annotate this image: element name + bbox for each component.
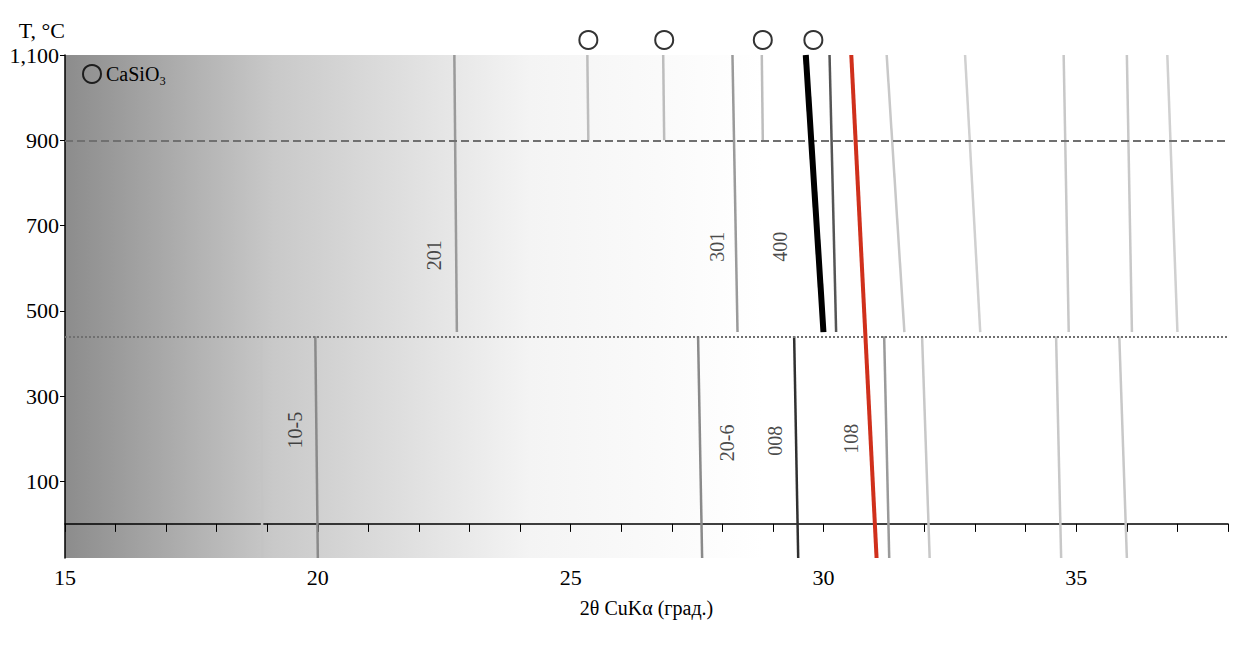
svg-text:301: 301 [706,232,728,262]
svg-text:30: 30 [812,565,834,590]
svg-text:15: 15 [54,565,76,590]
svg-text:1,100: 1,100 [10,43,60,68]
svg-text:700: 700 [26,213,59,238]
svg-text:2θ CuKα (град.): 2θ CuKα (град.) [580,597,713,620]
svg-text:008: 008 [764,426,786,456]
svg-text:900: 900 [26,128,59,153]
svg-text:108: 108 [840,424,862,454]
svg-text:CaSiO₃: CaSiO₃ [106,63,166,85]
svg-text:20: 20 [307,565,329,590]
svg-text:201: 201 [423,240,445,270]
svg-text:35: 35 [1065,565,1087,590]
svg-text:500: 500 [26,298,59,323]
svg-text:400: 400 [769,232,791,262]
svg-text:10-5: 10-5 [284,412,306,449]
svg-text:20-6: 20-6 [716,425,738,462]
svg-text:100: 100 [26,469,59,494]
svg-text:25: 25 [560,565,582,590]
svg-text:T, °C: T, °C [19,18,65,43]
svg-text:300: 300 [26,384,59,409]
